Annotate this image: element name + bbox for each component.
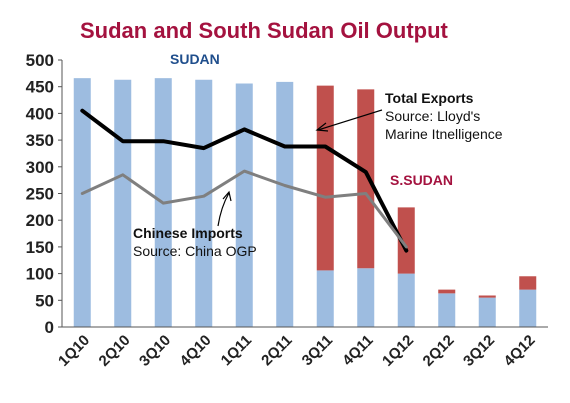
bar-sudan-4q12 (519, 289, 537, 327)
x-tick-label: 2Q11 (258, 332, 295, 369)
ssudan-series-label: S.SUDAN (390, 172, 453, 188)
bar-sudan-3q12 (478, 297, 496, 327)
y-tick-label: 500 (26, 51, 54, 70)
exports-annotation-source-line-1: Source: Lloyd's (385, 108, 480, 124)
x-tick-label: 1Q11 (218, 332, 255, 369)
x-tick-label: 4Q11 (339, 332, 376, 369)
exports-arrow (317, 109, 383, 131)
x-tick-label: 4Q10 (177, 332, 215, 370)
bar-sudan-3q11 (316, 270, 334, 327)
y-tick-label: 250 (26, 185, 54, 204)
bar-sudan-4q11 (357, 268, 375, 327)
exports-annotation-source-line-2: Marine Itnelligence (385, 126, 503, 142)
imports-annotation-title: Chinese Imports (133, 225, 243, 241)
y-tick-label: 200 (26, 211, 54, 230)
y-tick-label: 400 (26, 104, 54, 123)
x-tick-label: 3Q11 (299, 332, 336, 369)
y-tick-label: 350 (26, 131, 54, 150)
bar-s-sudan-3q11 (316, 85, 334, 271)
x-tick-label: 1Q10 (55, 332, 93, 370)
bar-sudan-4q10 (195, 79, 213, 328)
bar-sudan-1q12 (397, 273, 415, 327)
bar-s-sudan-4q11 (357, 89, 375, 269)
bar-s-sudan-3q12 (478, 295, 496, 298)
x-tick-label: 4Q12 (501, 332, 539, 370)
exports-arrowhead (315, 122, 329, 132)
imports-annotation-source: Source: China OGP (133, 243, 257, 259)
bar-sudan-1q11 (235, 83, 253, 327)
x-tick-label: 1Q12 (379, 332, 417, 370)
x-tick-label: 3Q10 (136, 332, 174, 370)
bar-sudan-1q10 (73, 78, 91, 327)
chart-title: Sudan and South Sudan Oil Output (80, 18, 449, 43)
sudan-series-label: SUDAN (170, 51, 220, 67)
bar-sudan-2q12 (438, 293, 456, 327)
x-tick-label: 3Q12 (460, 332, 498, 370)
imports-arrowhead (222, 190, 232, 202)
lines (80, 108, 409, 253)
bar-s-sudan-2q12 (438, 289, 456, 294)
x-tick-label: 2Q12 (420, 332, 458, 370)
y-tick-label: 100 (26, 265, 54, 284)
y-tick-label: 150 (26, 238, 54, 257)
x-axis: 1Q10 2Q10 3Q10 4Q10 1Q11 2Q11 3Q11 4Q11 1Q12 2Q12… (55, 326, 548, 370)
y-tick-label: 300 (26, 158, 54, 177)
bars (73, 78, 537, 328)
x-tick-label: 2Q10 (96, 332, 134, 370)
line-chinese-imports (80, 169, 408, 249)
y-tick-label: 0 (45, 318, 54, 337)
bar-s-sudan-1q12 (397, 207, 415, 274)
bar-sudan-2q11 (276, 81, 294, 327)
exports-annotation-title: Total Exports (385, 90, 474, 106)
imports-arrow (217, 192, 230, 227)
y-tick-label: 450 (26, 78, 54, 97)
y-axis: 0 50 100 150 200 250 300 350 400 450 500 (26, 51, 63, 337)
bar-sudan-2q10 (114, 79, 132, 328)
line-total-exports (80, 108, 409, 253)
y-tick-label: 50 (35, 291, 54, 310)
bar-s-sudan-4q12 (519, 276, 537, 290)
